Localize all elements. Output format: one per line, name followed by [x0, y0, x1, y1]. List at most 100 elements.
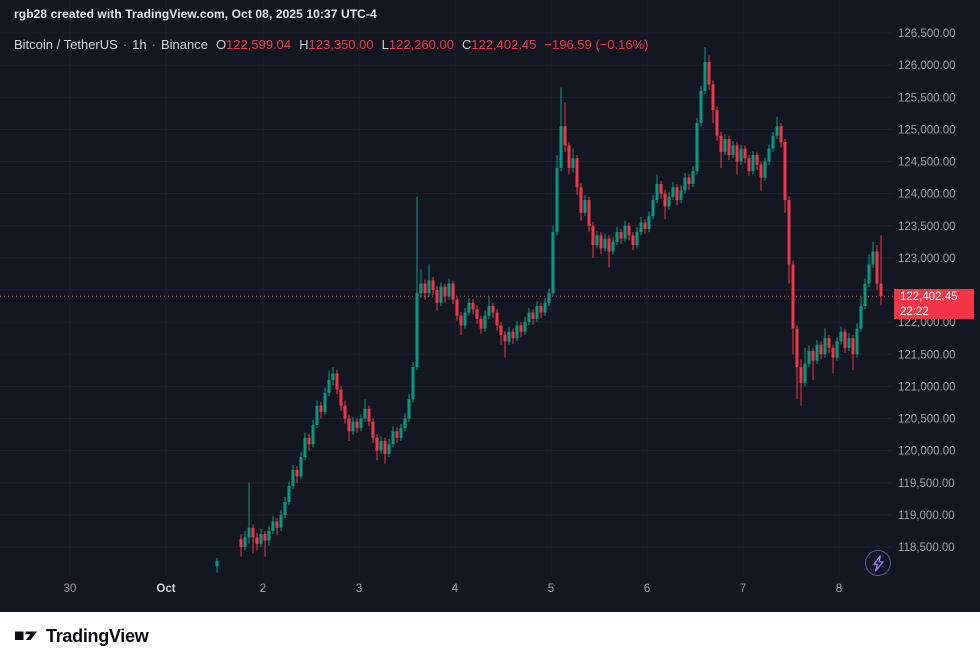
time-axis-label[interactable]: 4	[452, 583, 459, 595]
price-axis-label[interactable]: 125,000.00	[898, 124, 956, 136]
candle	[379, 440, 383, 451]
price-axis-label[interactable]: 121,500.00	[898, 349, 956, 361]
candle	[843, 331, 847, 348]
candle	[239, 539, 243, 547]
price-axis-label[interactable]: 121,000.00	[898, 381, 956, 393]
candle	[503, 334, 507, 342]
time-axis-label[interactable]: 3	[356, 583, 362, 595]
boost-button[interactable]	[865, 550, 891, 576]
candle	[807, 351, 811, 364]
candle	[731, 145, 735, 156]
price-axis-label[interactable]: 118,500.00	[898, 542, 955, 554]
candle	[543, 302, 547, 313]
candle	[839, 331, 843, 342]
candle	[571, 158, 575, 168]
candle	[587, 200, 591, 226]
candle	[323, 392, 327, 413]
candle	[647, 216, 651, 229]
candle	[847, 338, 851, 348]
candle	[667, 196, 671, 207]
time-axis-label[interactable]: 2	[260, 583, 266, 595]
candle	[427, 280, 431, 294]
legend-separator: ·	[122, 37, 128, 52]
candle	[787, 200, 791, 265]
candle	[691, 171, 695, 184]
price-axis-label[interactable]: 120,000.00	[898, 446, 956, 458]
candle	[535, 306, 539, 319]
time-axis-label[interactable]: 30	[64, 583, 77, 595]
tradingview-logo-icon[interactable]	[13, 623, 39, 649]
price-axis-label[interactable]: 122,000.00	[898, 317, 956, 329]
chart-area: 126,500.00 126,000.00 125,500.00 125,000.00…	[0, 0, 980, 612]
candle	[351, 421, 355, 432]
candle	[295, 469, 299, 477]
change-label: −196.59 (−0.16%)	[544, 37, 649, 52]
price-axis-label[interactable]: 119,500.00	[898, 478, 955, 490]
candle	[303, 437, 307, 458]
candle	[263, 534, 267, 541]
candle	[283, 502, 287, 515]
candle	[251, 527, 255, 538]
time-axis-label[interactable]: 6	[644, 583, 650, 595]
candle	[451, 283, 455, 300]
candle	[583, 200, 587, 213]
candle	[603, 238, 607, 249]
candle	[491, 306, 495, 313]
candle	[659, 183, 663, 194]
price-axis-label[interactable]: 124,500.00	[898, 157, 956, 169]
candle	[595, 235, 599, 246]
candle	[531, 312, 535, 319]
time-axis[interactable]: 30 Oct 2 3 4 5 6 7 8	[64, 583, 843, 595]
candle	[383, 440, 387, 454]
candle	[815, 344, 819, 361]
candle	[663, 193, 667, 207]
price-axis-label[interactable]: 124,000.00	[898, 189, 956, 201]
candle	[415, 293, 419, 368]
price-axis-label[interactable]: 123,000.00	[898, 253, 956, 265]
time-axis-label[interactable]: 5	[548, 583, 554, 595]
candle	[387, 444, 391, 454]
price-axis-label[interactable]: 126,500.00	[898, 28, 956, 40]
candle	[771, 135, 775, 149]
time-axis-label[interactable]: 8	[836, 583, 842, 595]
candle	[407, 399, 411, 419]
candle	[375, 437, 379, 451]
candle	[267, 530, 271, 541]
candle	[671, 187, 675, 197]
bar-countdown: 22:22	[900, 306, 929, 318]
candle	[463, 312, 467, 326]
candle	[555, 167, 559, 233]
candle	[343, 405, 347, 419]
candle	[347, 418, 351, 432]
price-axis[interactable]: 126,500.00 126,000.00 125,500.00 125,000.00…	[898, 28, 956, 554]
candle	[707, 61, 711, 85]
candle	[695, 122, 699, 172]
price-axis-label[interactable]: 126,000.00	[898, 60, 956, 72]
candle	[619, 232, 623, 239]
candle	[507, 331, 511, 342]
price-axis-label[interactable]: 125,500.00	[898, 92, 956, 104]
candle	[867, 264, 871, 284]
candle	[699, 90, 703, 123]
price-axis-label[interactable]: 119,000.00	[898, 510, 955, 522]
candle	[395, 431, 399, 438]
candle	[871, 251, 875, 265]
candle	[547, 293, 551, 303]
candle	[739, 148, 743, 162]
candle	[727, 139, 731, 156]
candle	[539, 306, 543, 313]
candle	[495, 312, 499, 326]
candle-wick	[504, 331, 506, 358]
candle	[687, 177, 691, 184]
candle	[255, 537, 259, 544]
time-axis-label[interactable]: Oct	[156, 583, 175, 595]
candle	[391, 431, 395, 445]
tradingview-wordmark[interactable]: TradingView	[46, 625, 149, 646]
price-axis-label[interactable]: 120,500.00	[898, 414, 956, 426]
candle	[715, 110, 719, 136]
chart-canvas[interactable]: 126,500.00 126,000.00 125,500.00 125,000.00…	[0, 0, 980, 612]
candle	[455, 299, 459, 316]
candle	[863, 283, 867, 307]
time-axis-label[interactable]: 7	[740, 583, 746, 595]
price-axis-label[interactable]: 123,500.00	[898, 221, 956, 233]
